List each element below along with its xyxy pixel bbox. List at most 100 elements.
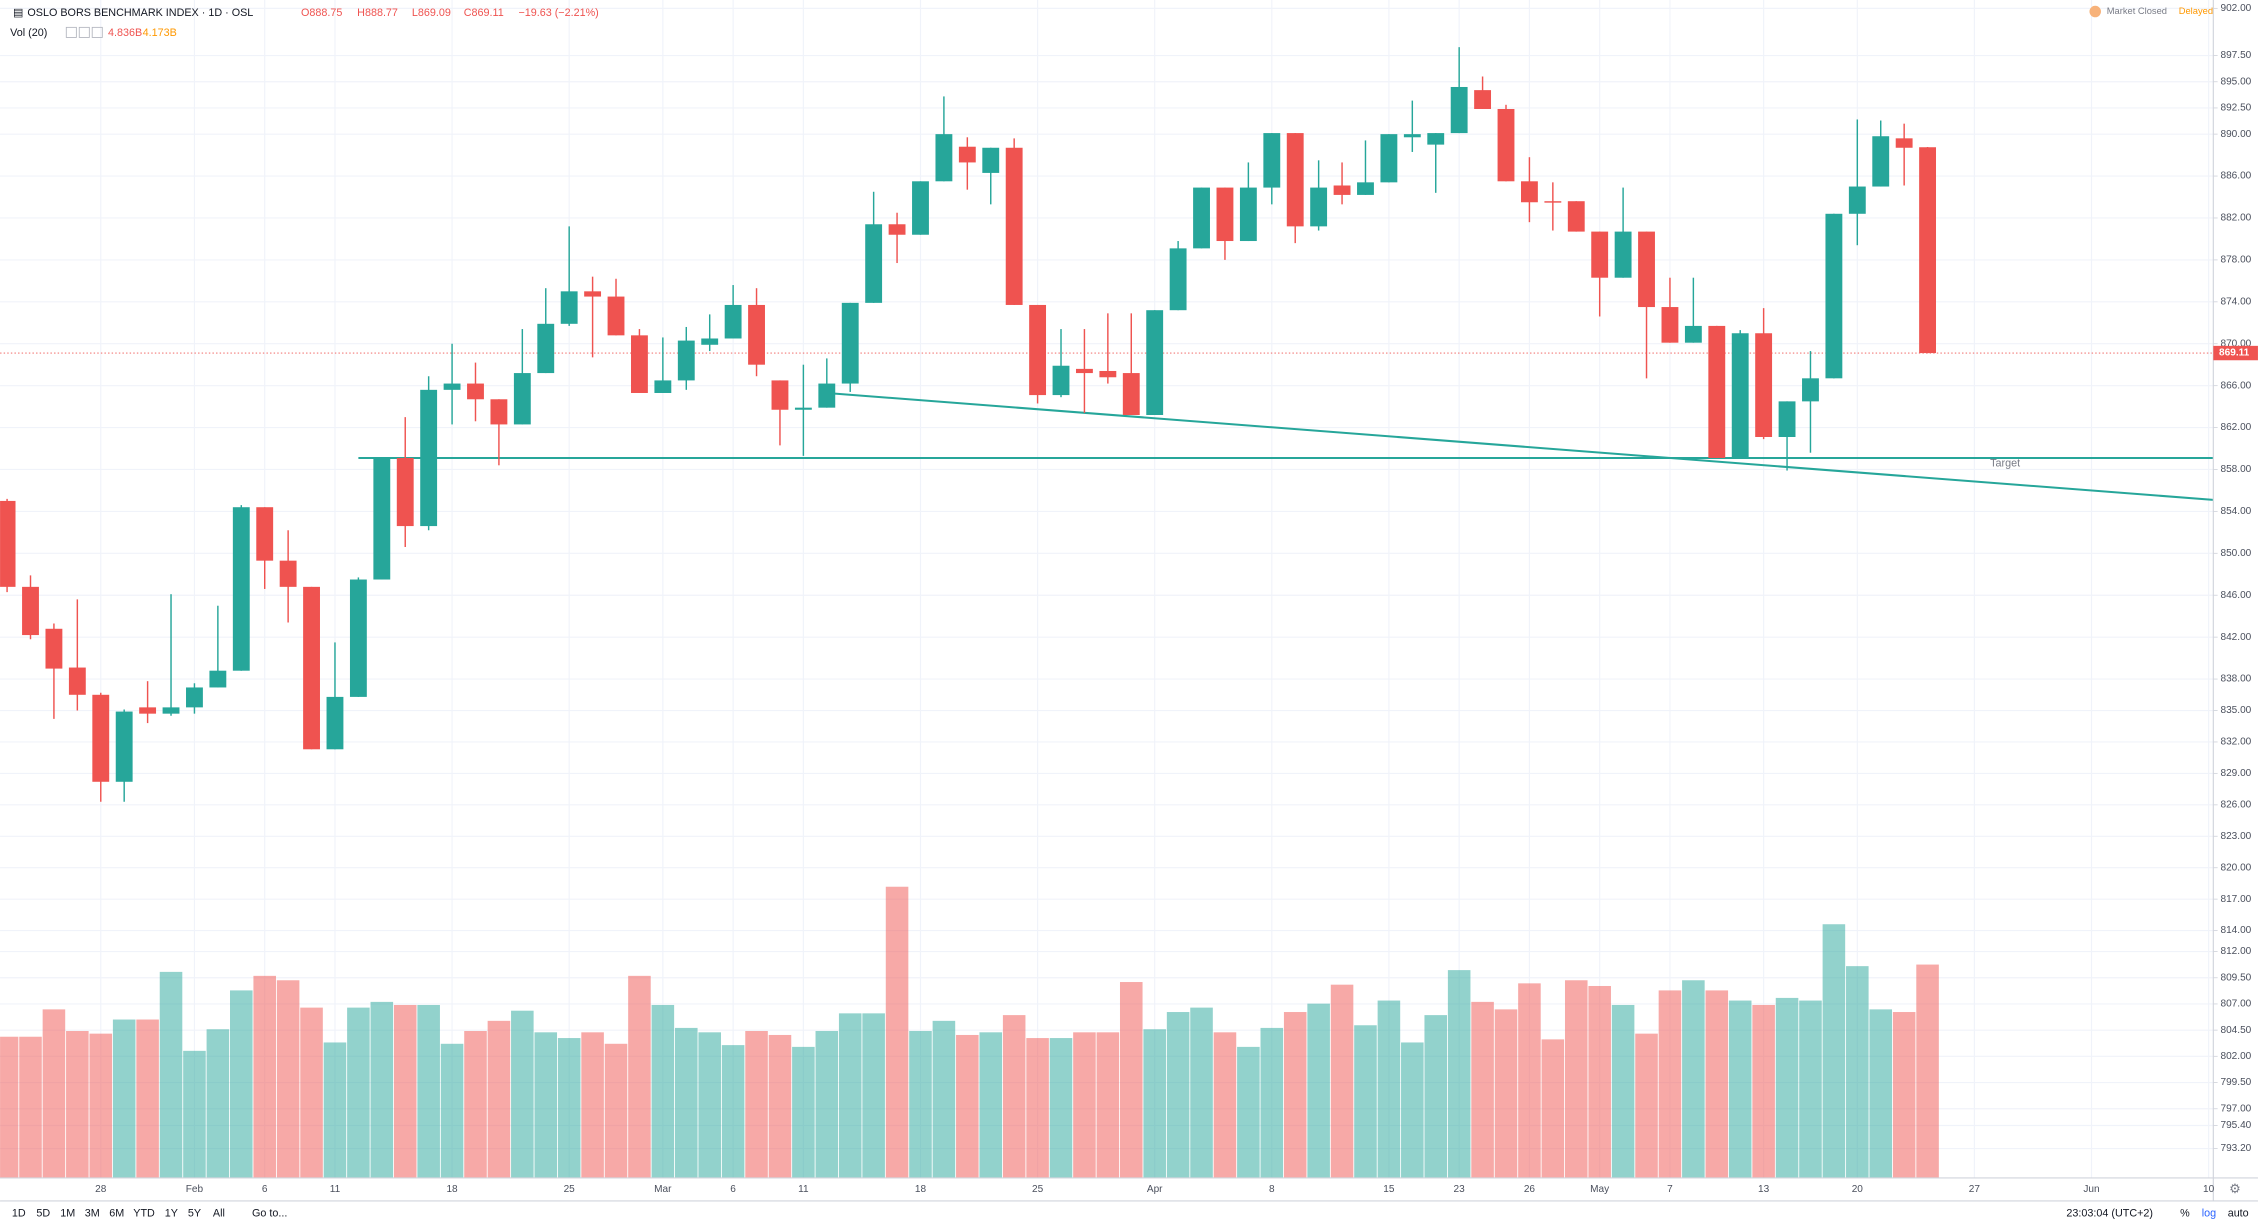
y-tick-label: 820.00	[2221, 862, 2252, 873]
candle-body	[139, 707, 157, 714]
log-toggle[interactable]: log	[2202, 1208, 2216, 1220]
x-tick-label: 7	[1667, 1184, 1673, 1195]
volume-bar	[1213, 1032, 1237, 1178]
y-tick-label: 832.00	[2221, 737, 2252, 748]
volume-bar	[745, 1030, 768, 1178]
candle-body	[186, 687, 203, 708]
percent-toggle[interactable]: %	[2180, 1208, 2190, 1220]
goto-button[interactable]: Go to...	[252, 1208, 287, 1220]
volume-bar	[1728, 1000, 1752, 1178]
candle-body	[677, 340, 695, 381]
range-button[interactable]: 5Y	[188, 1208, 201, 1220]
candle-body	[1380, 134, 1398, 183]
y-tick-label: 854.00	[2221, 506, 2252, 517]
range-button[interactable]: 1Y	[165, 1208, 178, 1220]
candle-body	[701, 338, 719, 345]
volume-bar	[1143, 1029, 1166, 1178]
volume-bar	[885, 886, 909, 1178]
candle-body	[1146, 310, 1164, 415]
x-tick-label: Mar	[654, 1184, 672, 1195]
volume-bar	[557, 1038, 581, 1178]
volume-bar	[698, 1032, 721, 1178]
candle-body	[560, 291, 578, 324]
y-tick-label: 838.00	[2221, 674, 2252, 685]
settings-icon[interactable]: ⚙	[2229, 1181, 2241, 1196]
volume-bar	[956, 1034, 979, 1178]
volume-bar	[66, 1030, 89, 1178]
y-tick-label: 892.50	[2221, 103, 2252, 114]
volume-bar	[42, 1009, 66, 1178]
x-tick-label: 10	[2203, 1184, 2215, 1195]
candle-body	[513, 373, 531, 425]
candle-body	[1005, 147, 1023, 305]
volume-bar	[393, 1004, 417, 1178]
volume-bar	[979, 1032, 1003, 1178]
volume-bar	[487, 1020, 511, 1178]
volume-bar	[136, 1019, 159, 1178]
volume-button[interactable]	[65, 26, 77, 38]
volume-bar	[112, 1019, 136, 1178]
volume-bar	[417, 1004, 440, 1178]
range-button[interactable]: 1D	[12, 1208, 26, 1220]
candle-body	[1216, 187, 1234, 242]
candle-body	[1778, 401, 1796, 437]
candle-body	[1357, 182, 1374, 195]
volume-bar	[1799, 1000, 1822, 1178]
candle-body	[1075, 368, 1093, 374]
candle-body	[654, 380, 672, 393]
candle-body	[1848, 186, 1866, 214]
volume-label[interactable]: Vol (20)	[10, 27, 47, 39]
candle-body	[1591, 231, 1609, 278]
symbol-title[interactable]: OSLO BORS BENCHMARK INDEX · 1D · OSL	[27, 7, 253, 19]
volume-bar	[1401, 1042, 1424, 1178]
volume-bar	[1447, 970, 1471, 1178]
candle-body	[1497, 108, 1515, 182]
y-tick-label: 874.00	[2221, 296, 2252, 307]
candle-body	[1427, 133, 1445, 145]
candle-body	[1474, 90, 1492, 109]
volume-button[interactable]	[78, 26, 90, 38]
volume-bar	[206, 1029, 230, 1178]
range-button[interactable]: 5D	[36, 1208, 50, 1220]
y-tick-label: 829.00	[2221, 768, 2252, 779]
volume-bar	[768, 1034, 792, 1178]
candle-body	[256, 507, 274, 561]
y-tick-label: 826.00	[2221, 799, 2252, 810]
volume-bar	[1705, 990, 1729, 1178]
candle-body	[490, 399, 508, 425]
x-tick-label: 8	[1269, 1184, 1275, 1195]
volume-bar	[1283, 1012, 1307, 1178]
y-tick-label: 897.50	[2221, 50, 2252, 61]
open-value: O888.75	[301, 7, 342, 19]
x-tick-label: 13	[1758, 1184, 1770, 1195]
candle-body	[326, 696, 344, 750]
volume-bar	[1588, 985, 1611, 1178]
range-button[interactable]: 1M	[60, 1208, 75, 1220]
candle-body	[1919, 147, 1937, 354]
volume-bar	[1658, 990, 1682, 1178]
low-value: L869.09	[412, 7, 451, 19]
y-tick-label: 870.00	[2221, 338, 2252, 349]
volume-button[interactable]	[91, 26, 103, 38]
y-tick-label: 895.00	[2221, 76, 2252, 87]
volume-bar	[1518, 983, 1541, 1178]
range-button[interactable]: YTD	[133, 1208, 155, 1220]
volume-bar	[721, 1045, 745, 1178]
y-tick-label: 846.00	[2221, 590, 2252, 601]
candle-body	[1310, 187, 1328, 227]
candle-body	[349, 579, 367, 697]
trend-line	[826, 391, 2214, 501]
candle-body	[958, 146, 976, 163]
range-button[interactable]: 6M	[109, 1208, 124, 1220]
range-button[interactable]: All	[213, 1208, 225, 1220]
volume-bar	[1682, 980, 1705, 1178]
auto-toggle[interactable]: auto	[2228, 1208, 2249, 1220]
y-tick-label: 814.00	[2221, 925, 2252, 936]
volume-bar	[1002, 1015, 1026, 1178]
candle-body	[1333, 185, 1351, 195]
volume-bar	[1354, 1025, 1377, 1178]
candle-body	[1239, 187, 1257, 242]
candle-body	[888, 224, 906, 235]
range-button[interactable]: 3M	[85, 1208, 100, 1220]
volume-bar	[1892, 1012, 1916, 1178]
